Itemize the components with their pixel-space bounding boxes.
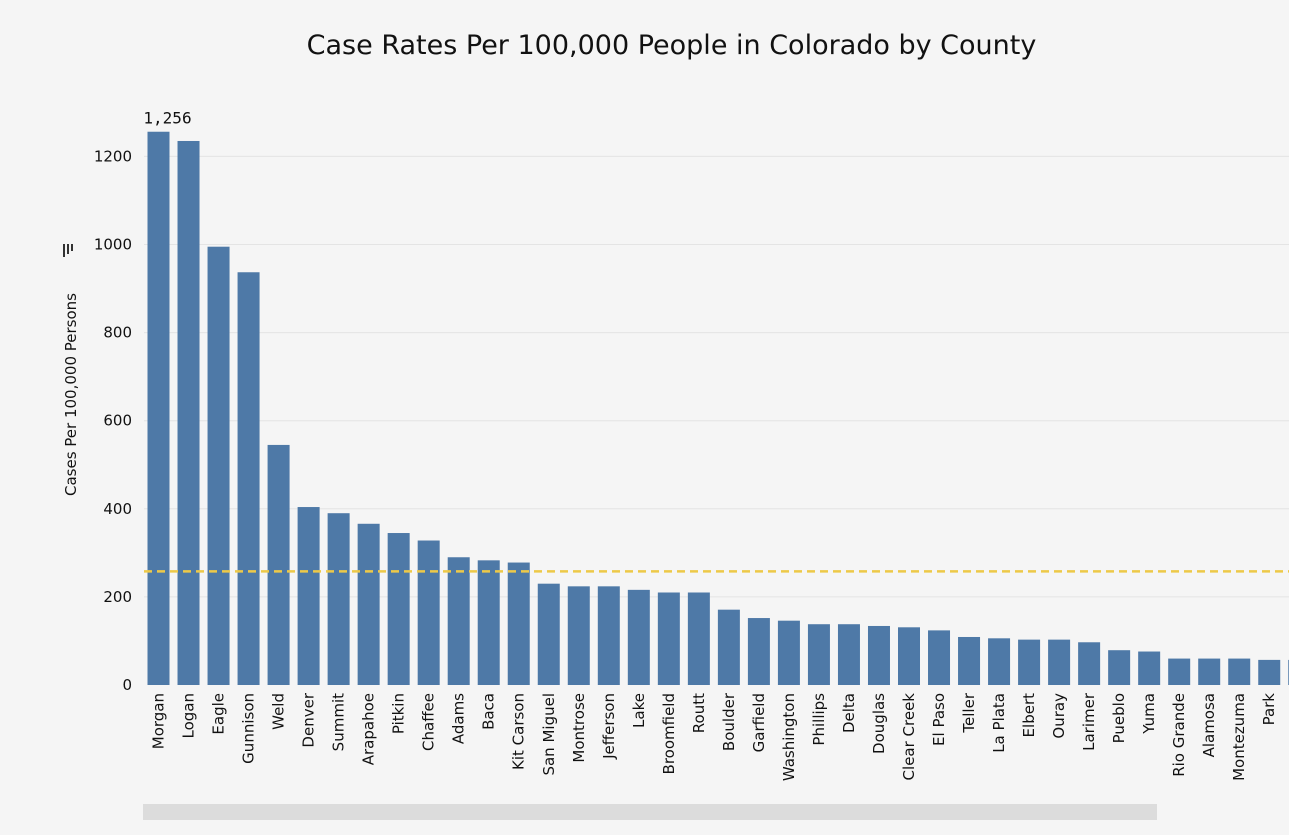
bar[interactable]: [958, 636, 981, 685]
bar[interactable]: [207, 246, 230, 685]
bar[interactable]: [177, 140, 200, 686]
x-tick-label: Park: [1260, 693, 1278, 726]
bar[interactable]: [807, 624, 830, 685]
bar[interactable]: [928, 630, 951, 685]
y-tick-label: 1000: [94, 236, 132, 254]
bar[interactable]: [1138, 651, 1161, 685]
x-tick-label: Lake: [630, 693, 648, 728]
bar[interactable]: [267, 444, 290, 685]
y-tick-label: 800: [103, 324, 132, 342]
x-tick-label: Logan: [180, 693, 198, 739]
x-tick-label: Morgan: [150, 693, 168, 749]
x-tick-label: Pueblo: [1110, 693, 1128, 743]
x-tick-label: Routt: [690, 693, 708, 733]
x-tick-label: Eagle: [210, 693, 228, 735]
x-tick-label: La Plata: [990, 693, 1008, 753]
horizontal-scrollbar[interactable]: [143, 804, 1289, 820]
bar[interactable]: [477, 560, 500, 685]
bar[interactable]: [687, 592, 710, 685]
x-tick-label: Denver: [300, 692, 318, 747]
bar[interactable]: [567, 586, 590, 685]
x-tick-label: Alamosa: [1200, 693, 1218, 757]
bar[interactable]: [1078, 642, 1101, 685]
x-tick-label: Weld: [270, 693, 288, 730]
bar[interactable]: [357, 523, 380, 685]
y-axis-ticks: 0 200 400 600 800 1000 1200: [94, 147, 132, 694]
x-tick-label: El Paso: [930, 693, 948, 746]
x-tick-label: Elbert: [1020, 693, 1038, 738]
bar[interactable]: [417, 540, 440, 685]
bar[interactable]: [507, 562, 530, 685]
x-tick-label: Adams: [450, 693, 468, 744]
data-labels: 1,256: [143, 109, 191, 128]
y-tick-label: 1200: [94, 147, 132, 165]
bar[interactable]: [867, 625, 890, 685]
x-tick-label: Chaffee: [420, 693, 438, 751]
x-tick-label: Rio Grande: [1170, 693, 1188, 777]
y-tick-label: 400: [103, 500, 132, 518]
bar-chart: 0 200 400 600 800 1000 1200 Morgan Logan Eagle Gu…: [62, 109, 1289, 781]
bar[interactable]: [537, 583, 560, 685]
bar[interactable]: [297, 507, 320, 685]
x-tick-label: Clear Creek: [900, 693, 918, 781]
bar[interactable]: [837, 624, 860, 685]
scrollbar-thumb[interactable]: [143, 804, 1157, 820]
bar[interactable]: [387, 533, 410, 685]
bar[interactable]: [657, 592, 680, 685]
chart-title: Case Rates Per 100,000 People in Colorad…: [306, 30, 1037, 61]
x-tick-label: Phillips: [810, 693, 828, 746]
sort-icon[interactable]: [63, 244, 73, 257]
x-tick-label: Delta: [840, 693, 858, 733]
x-tick-label: Garfield: [750, 693, 768, 752]
data-label: 1,256: [143, 109, 191, 128]
x-tick-label: Gunnison: [240, 693, 258, 764]
bar[interactable]: [237, 272, 260, 685]
x-tick-label: Douglas: [870, 693, 888, 754]
category-labels: Morgan Logan Eagle Gunnison Weld Denver Summit…: [150, 692, 1279, 781]
x-tick-label: Teller: [960, 692, 978, 733]
bar[interactable]: [1018, 639, 1041, 685]
x-tick-label: Pitkin: [390, 693, 408, 734]
x-tick-label: Broomfield: [660, 693, 678, 774]
x-tick-label: Summit: [330, 693, 348, 751]
x-tick-label: Kit Carson: [510, 693, 528, 770]
x-tick-label: Washington: [780, 693, 798, 781]
x-tick-label: Montrose: [570, 693, 588, 763]
bar[interactable]: [327, 513, 350, 685]
bar[interactable]: [898, 627, 920, 685]
x-tick-label: San Miguel: [540, 693, 558, 776]
y-tick-label: 200: [103, 588, 132, 606]
bar[interactable]: [988, 638, 1011, 685]
bar[interactable]: [777, 620, 800, 685]
x-tick-label: Baca: [480, 693, 498, 730]
bar[interactable]: [1108, 650, 1131, 685]
bar[interactable]: [1198, 658, 1221, 685]
x-tick-label: Ouray: [1050, 693, 1068, 739]
y-axis-title: Cases Per 100,000 Persons: [62, 293, 80, 496]
bar[interactable]: [447, 557, 470, 685]
x-tick-label: Boulder: [720, 692, 738, 751]
bar[interactable]: [717, 609, 740, 685]
x-tick-label: Jefferson: [600, 693, 618, 760]
bar[interactable]: [1228, 658, 1251, 685]
y-tick-label: 0: [122, 676, 132, 694]
bar[interactable]: [627, 589, 650, 685]
bar[interactable]: [147, 131, 170, 685]
x-tick-label: Arapahoe: [360, 693, 378, 765]
x-tick-label: Montezuma: [1230, 693, 1248, 781]
bars: [147, 131, 1289, 686]
bar[interactable]: [597, 586, 620, 685]
bar[interactable]: [747, 618, 770, 685]
bar[interactable]: [1168, 658, 1191, 685]
bar[interactable]: [1258, 659, 1281, 685]
y-tick-label: 600: [103, 412, 132, 430]
x-tick-label: Larimer: [1080, 692, 1098, 751]
bar[interactable]: [1048, 639, 1071, 685]
x-tick-label: Yuma: [1140, 693, 1158, 735]
